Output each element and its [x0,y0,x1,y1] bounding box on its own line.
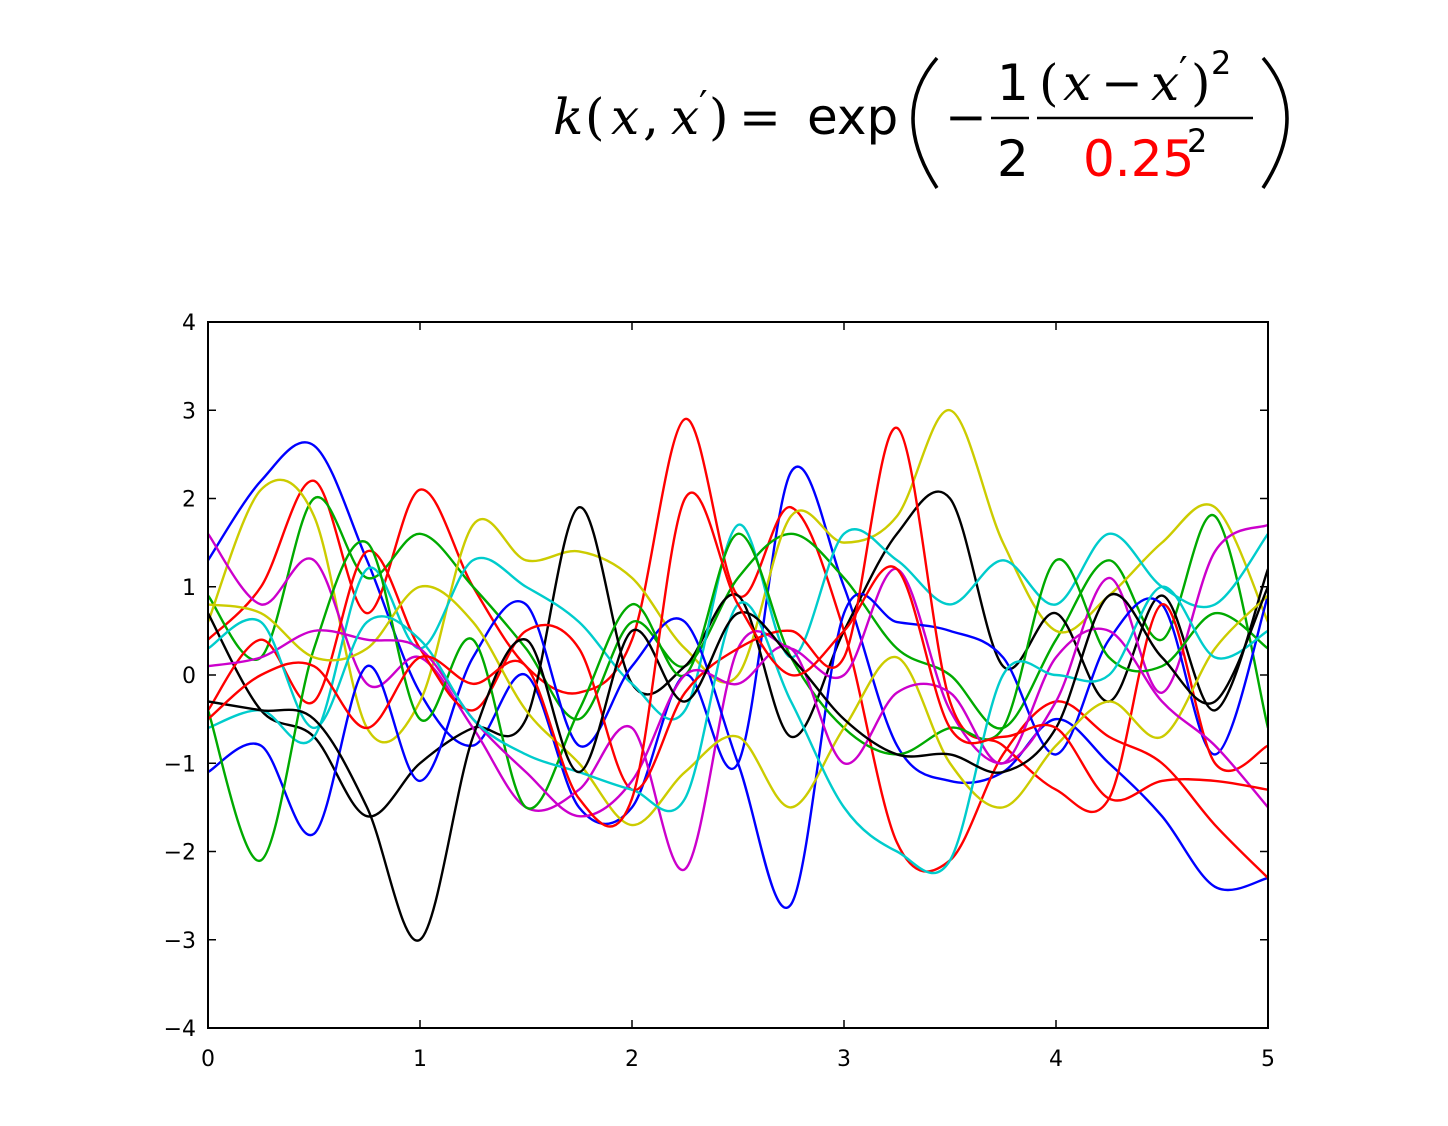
y-tick-label: 4 [182,311,196,336]
y-tick-label: −1 [164,752,196,777]
formula-den-exponent: 2 [1187,122,1207,160]
x-tick-label: 5 [1261,1047,1275,1072]
formula-svg: k ( x , x ′ ) = exp − 1 2 ( x − x ′ ) 2 … [553,44,1289,189]
y-tick-label: −2 [164,841,196,866]
series-line-10 [208,532,1268,862]
kernel-formula: k ( x , x ′ ) = exp − 1 2 ( x − x ′ ) 2 … [545,38,1305,208]
series-line-15 [208,491,1268,828]
formula-x-prime: x [671,88,699,146]
y-tick-label: 0 [182,664,196,689]
series-line-11 [208,584,1268,827]
formula-num-prime: ′ [1179,49,1188,93]
formula-open-paren: ( [585,88,605,146]
x-axis: 0 1 2 3 4 5 [201,322,1275,1072]
x-tick-label: 0 [201,1047,215,1072]
chart-lines [208,409,1268,942]
series-line-5 [208,490,1268,818]
formula-big-close-paren [1261,56,1289,189]
formula-half-denominator: 2 [997,130,1029,188]
y-tick-label: 1 [182,576,196,601]
formula-num-x: x [1063,54,1091,112]
y-axis: 4 3 2 1 0 −1 −2 −3 −4 [164,311,1268,1042]
series-line-13 [208,585,1268,875]
formula-minus: − [945,88,987,146]
y-tick-label: 3 [182,399,196,424]
series-line-1 [208,441,1268,892]
series-line-12 [208,627,1268,818]
formula-half-numerator: 1 [997,54,1029,112]
formula-num-open-paren: ( [1039,54,1059,112]
formula-equals: = [739,88,781,146]
formula-exp: exp [807,88,898,146]
series-line-3 [208,495,1268,730]
formula-prime: ′ [699,83,708,127]
series-line-9 [208,426,1268,814]
formula-comma: , [643,88,659,146]
formula-k: k [553,88,583,146]
formula-num-minus: − [1101,54,1143,112]
series-line-8 [208,592,1268,909]
formula-num-close-paren: ) [1191,54,1211,112]
y-tick-label: 2 [182,488,196,513]
formula-lengthscale: 0.25 [1083,130,1194,188]
formula-x: x [611,88,639,146]
formula-close-paren: ) [709,88,729,146]
x-tick-label: 4 [1049,1047,1063,1072]
formula-big-open-paren [911,56,939,189]
x-tick-label: 3 [837,1047,851,1072]
formula-num-x-prime: x [1151,54,1179,112]
series-line-14 [208,586,1268,942]
x-tick-label: 2 [625,1047,639,1072]
y-tick-label: −3 [164,929,196,954]
y-tick-label: −4 [164,1017,196,1042]
formula-num-exponent: 2 [1211,44,1231,82]
x-tick-label: 1 [413,1047,427,1072]
